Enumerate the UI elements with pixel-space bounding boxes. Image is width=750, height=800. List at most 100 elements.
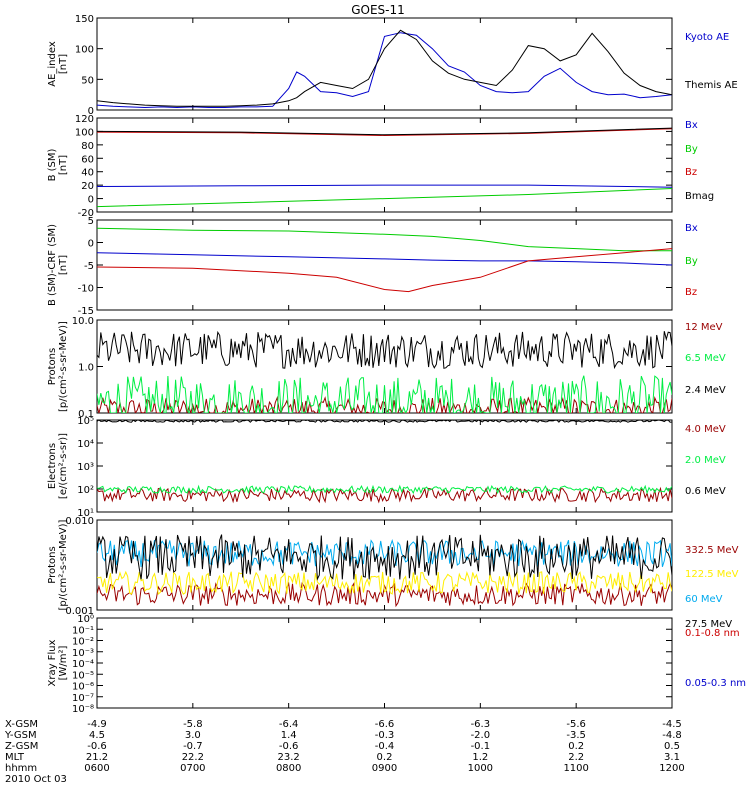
table-cell: -6.3 [471,719,491,730]
y-tick-label: 10⁻⁸ [72,704,94,715]
table-cell: 2.2 [568,752,584,763]
table-cell: 0900 [372,763,397,774]
y-axis-label: [p/(cm²-s-sr-MeV)] [58,321,69,412]
y-tick-label: 10¹ [77,508,94,519]
series-line [97,395,672,413]
y-tick-label: 40 [81,168,94,179]
y-tick-label: 10² [77,485,94,496]
y-tick-label: 0 [88,239,94,250]
panel-frame [96,219,673,311]
row-label: hhmm [5,763,37,774]
table-cell: 1100 [563,763,588,774]
y-tick-label: 120 [75,114,94,125]
table-cell: 1200 [659,763,684,774]
y-tick-label: 0.001 [65,606,94,617]
table-cell: -0.1 [471,741,491,752]
table-cell: 0.2 [568,741,584,752]
table-cell: 4.5 [89,730,105,741]
series-line [97,330,672,370]
legend-label: 122.5 MeV [685,569,739,580]
y-tick-label: 10⁻⁴ [72,659,94,670]
y-tick-label: 10⁻¹ [72,625,94,636]
y-tick-label: 10⁰ [77,614,94,625]
series-line [97,484,672,495]
y-tick-label: 10⁵ [77,416,94,427]
y-tick-label: 10⁻⁷ [72,693,94,704]
y-tick-label: -15 [78,306,94,317]
ephemeris-table: X-GSMY-GSMZ-GSMMLThhmm-4.94.5-0.621.2060… [4,719,685,785]
y-tick-label: -10 [78,284,94,295]
y-tick-label: 100 [75,45,94,56]
y-tick-label: 20 [81,181,94,192]
y-tick-label: 0 [88,195,94,206]
legend-label: Kyoto AE [685,32,729,43]
y-tick-label: 10.0 [72,316,94,327]
table-cell: -0.6 [87,741,107,752]
y-axis-label: [nT] [58,255,69,275]
row-label: MLT [5,752,25,763]
table-cell: 1000 [468,763,493,774]
y-tick-label: 150 [75,14,94,25]
legend-label: 0.6 MeV [685,486,726,497]
panel-1: 0 50 100 150 AE_index [nT] Kyoto AE Themis AE [47,14,738,117]
panel-frame [96,319,673,414]
series-line [97,29,672,107]
y-axis-label: B (SM)-CRF (SM) [47,224,58,306]
panel-frame [96,17,673,111]
y-tick-label: 10⁻⁶ [72,682,94,693]
date-label: 2010 Oct 03 [5,774,67,785]
y-tick-label: 50 [81,75,94,86]
y-tick-label: 0.1 [78,409,94,420]
y-tick-label: 5 [88,216,94,227]
row-label: X-GSM [5,719,38,730]
series-line [97,248,672,293]
chart-title: GOES-11 [351,3,405,17]
y-tick-label: 10⁻² [72,637,94,648]
y-axis-label: Xray Flux [47,639,58,686]
table-cell: -5.8 [183,719,203,730]
legend-label: 2.4 MeV [685,385,726,396]
legend-label: 0.05-0.3 nm [685,678,746,689]
row-label: Y-GSM [4,730,37,741]
series-line [97,227,672,252]
legend-label: By [685,144,698,155]
table-cell: -6.6 [375,719,395,730]
panel-5: 10¹ 10² 10³ 10⁴ 10⁵ Electrons [e/(cm²-s-sr)] 4.… [47,416,726,519]
series-line [97,486,672,504]
table-cell: 3.0 [185,730,201,741]
series-line [97,534,672,581]
table-cell: -4.8 [662,730,682,741]
y-axis-label: Protons [47,546,58,583]
series-line [97,188,672,208]
panel-6: 0.001 0.010 Protons [p/(cm²-s-sr-MeV)] 332.5… [47,516,739,630]
legend-label: Bx [685,120,698,131]
y-tick-label: 100 [75,127,94,138]
legend-label: 0.1-0.8 nm [685,628,740,639]
y-tick-label: -20 [78,208,94,219]
series-line [97,570,672,595]
y-axis-label: [p/(cm²-s-sr-MeV)] [58,519,69,610]
panel-frame [96,617,673,709]
panel-4: 0.1 1.0 10.0 Protons [p/(cm²-s-sr-MeV)] 12 Me… [47,316,726,420]
table-cell: 0700 [180,763,205,774]
legend-label: 12 MeV [685,322,723,333]
legend-label: 60 MeV [685,594,723,605]
legend-label: Bmag [685,191,714,202]
table-cell: -0.6 [279,741,299,752]
legend-label: Bz [685,167,697,178]
panel-3: -15 -10 -5 0 5 B (SM)-CRF (SM) [nT] Bx By Bz [47,216,698,317]
y-tick-label: 10⁻³ [72,648,94,659]
y-axis-label: Protons [47,348,58,385]
table-cell: 0.5 [664,741,680,752]
series-line [97,420,672,423]
y-tick-label: 80 [81,141,94,152]
legend-label: 2.0 MeV [685,455,726,466]
y-tick-label: 1.0 [78,363,94,374]
y-tick-label: 10⁻⁵ [72,670,94,681]
series-line [97,252,672,266]
table-cell: 1.2 [472,752,488,763]
table-cell: -0.3 [375,730,395,741]
table-cell: 21.2 [86,752,108,763]
series-line [97,128,672,137]
